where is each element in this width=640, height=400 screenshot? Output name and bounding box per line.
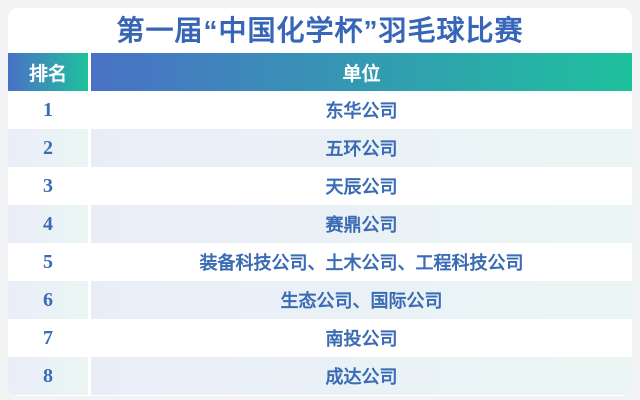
rank-cell: 3 [8, 167, 88, 205]
unit-cell: 五环公司 [91, 129, 632, 167]
table-body: 1 东华公司 2 五环公司 3 天辰公司 4 赛鼎公司 5 装备科技公司、土木公… [8, 91, 632, 395]
unit-cell: 赛鼎公司 [91, 205, 632, 243]
unit-cell: 东华公司 [91, 91, 632, 129]
unit-cell: 成达公司 [91, 357, 632, 395]
table-row: 5 装备科技公司、土木公司、工程科技公司 [8, 243, 632, 281]
table-row: 2 五环公司 [8, 129, 632, 167]
rank-cell: 1 [8, 91, 88, 129]
table-row: 7 南投公司 [8, 319, 632, 357]
unit-cell: 装备科技公司、土木公司、工程科技公司 [91, 243, 632, 281]
unit-column-header: 单位 [91, 53, 632, 91]
table-header-row: 排名 单位 [8, 53, 632, 91]
table-row: 3 天辰公司 [8, 167, 632, 205]
unit-cell: 南投公司 [91, 319, 632, 357]
table-row: 1 东华公司 [8, 91, 632, 129]
unit-cell: 天辰公司 [91, 167, 632, 205]
unit-cell: 生态公司、国际公司 [91, 281, 632, 319]
rank-cell: 8 [8, 357, 88, 395]
page-title: 第一届“中国化学杯”羽毛球比赛 [116, 15, 524, 46]
rank-cell: 7 [8, 319, 88, 357]
table-row: 4 赛鼎公司 [8, 205, 632, 243]
rank-cell: 6 [8, 281, 88, 319]
rank-cell: 2 [8, 129, 88, 167]
table-row: 6 生态公司、国际公司 [8, 281, 632, 319]
ranking-table: 排名 单位 1 东华公司 2 五环公司 3 天辰公司 4 赛鼎公司 5 装备科技… [8, 53, 632, 395]
rank-cell: 4 [8, 205, 88, 243]
ranking-card: 第一届“中国化学杯”羽毛球比赛 排名 单位 1 东华公司 2 五环公司 3 天辰… [8, 8, 632, 396]
rank-column-header: 排名 [8, 53, 88, 91]
table-row: 8 成达公司 [8, 357, 632, 395]
rank-cell: 5 [8, 243, 88, 281]
